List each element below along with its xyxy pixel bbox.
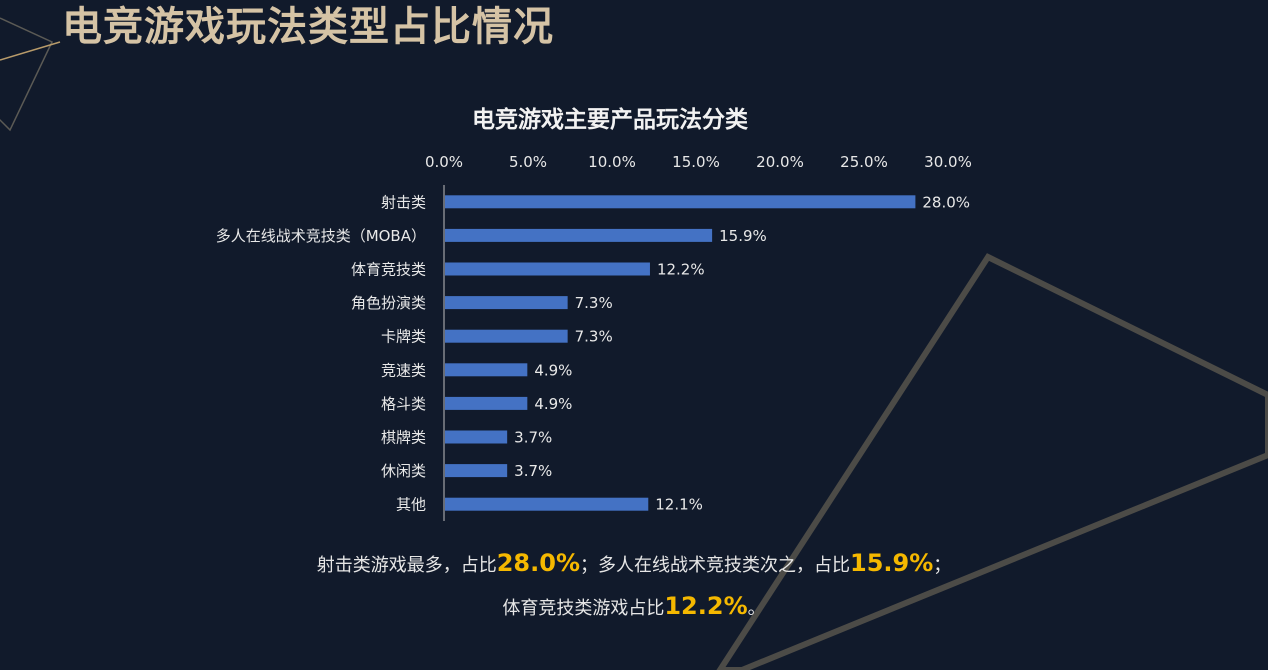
x-tick-label: 15.0% bbox=[672, 153, 720, 171]
summary-text: 射击类游戏最多，占比 bbox=[316, 555, 497, 576]
data-label: 4.9% bbox=[534, 361, 572, 379]
bar bbox=[445, 497, 649, 511]
summary-text: 。 bbox=[747, 598, 766, 619]
summary-highlight-value: 28.0% bbox=[496, 549, 580, 577]
bar bbox=[445, 262, 650, 276]
category-label: 棋牌类 bbox=[381, 429, 426, 447]
data-label: 4.9% bbox=[534, 395, 572, 413]
data-label: 12.2% bbox=[657, 261, 705, 279]
summary-text: ；多人在线战术竞技类次之，占比 bbox=[580, 555, 850, 576]
decor-lines bbox=[0, 17, 1268, 670]
x-tick-label: 25.0% bbox=[840, 153, 888, 171]
summary-text: 体育竞技类游戏占比 bbox=[502, 598, 665, 619]
data-label: 7.3% bbox=[575, 294, 613, 312]
decor-line-gold bbox=[0, 41, 61, 61]
chart-title: 电竞游戏主要产品玩法分类 bbox=[472, 107, 748, 133]
category-label: 多人在线战术竞技类（MOBA） bbox=[216, 227, 426, 245]
summary-line-2: 体育竞技类游戏占比12.2%。 bbox=[0, 592, 1268, 620]
x-tick-label: 30.0% bbox=[924, 153, 972, 171]
data-label: 7.3% bbox=[575, 328, 613, 346]
category-label: 射击类 bbox=[381, 193, 426, 211]
category-label: 角色扮演类 bbox=[351, 294, 426, 312]
category-label: 格斗类 bbox=[381, 395, 426, 413]
category-label: 体育竞技类 bbox=[351, 261, 426, 279]
data-label: 3.7% bbox=[514, 462, 552, 480]
data-label: 12.1% bbox=[655, 496, 703, 514]
summary-highlight-value: 12.2% bbox=[664, 592, 748, 620]
data-label: 28.0% bbox=[922, 193, 970, 211]
bar bbox=[445, 195, 916, 209]
x-tick-label: 10.0% bbox=[588, 153, 636, 171]
data-label: 3.7% bbox=[514, 429, 552, 447]
summary-line-1: 射击类游戏最多，占比28.0%；多人在线战术竞技类次之，占比15.9%； bbox=[0, 549, 1268, 577]
summary-highlight-value: 15.9% bbox=[850, 549, 934, 577]
bar bbox=[445, 396, 528, 410]
data-label: 15.9% bbox=[719, 227, 767, 245]
category-label: 其他 bbox=[396, 496, 426, 514]
summary-text: ； bbox=[933, 555, 952, 576]
bar-chart: 0.0% 5.0% 10.0% 15.0% 20.0% 25.0% 30.0% 射击类 28.0… bbox=[216, 153, 972, 521]
bar bbox=[445, 296, 568, 310]
x-tick-label: 5.0% bbox=[509, 153, 547, 171]
category-label: 休闲类 bbox=[381, 462, 426, 480]
decor-triangle-topleft bbox=[0, 17, 54, 132]
bar bbox=[445, 228, 713, 242]
bar bbox=[445, 464, 508, 478]
bar bbox=[445, 430, 508, 444]
x-tick-label: 0.0% bbox=[425, 153, 463, 171]
bar bbox=[445, 329, 568, 343]
x-tick-label: 20.0% bbox=[756, 153, 804, 171]
page-title: 电竞游戏玩法类型占比情况 bbox=[62, 4, 554, 50]
category-label: 竞速类 bbox=[381, 361, 426, 379]
decor-triangle-right bbox=[716, 253, 1268, 670]
category-label: 卡牌类 bbox=[381, 328, 426, 346]
bar bbox=[445, 363, 528, 377]
